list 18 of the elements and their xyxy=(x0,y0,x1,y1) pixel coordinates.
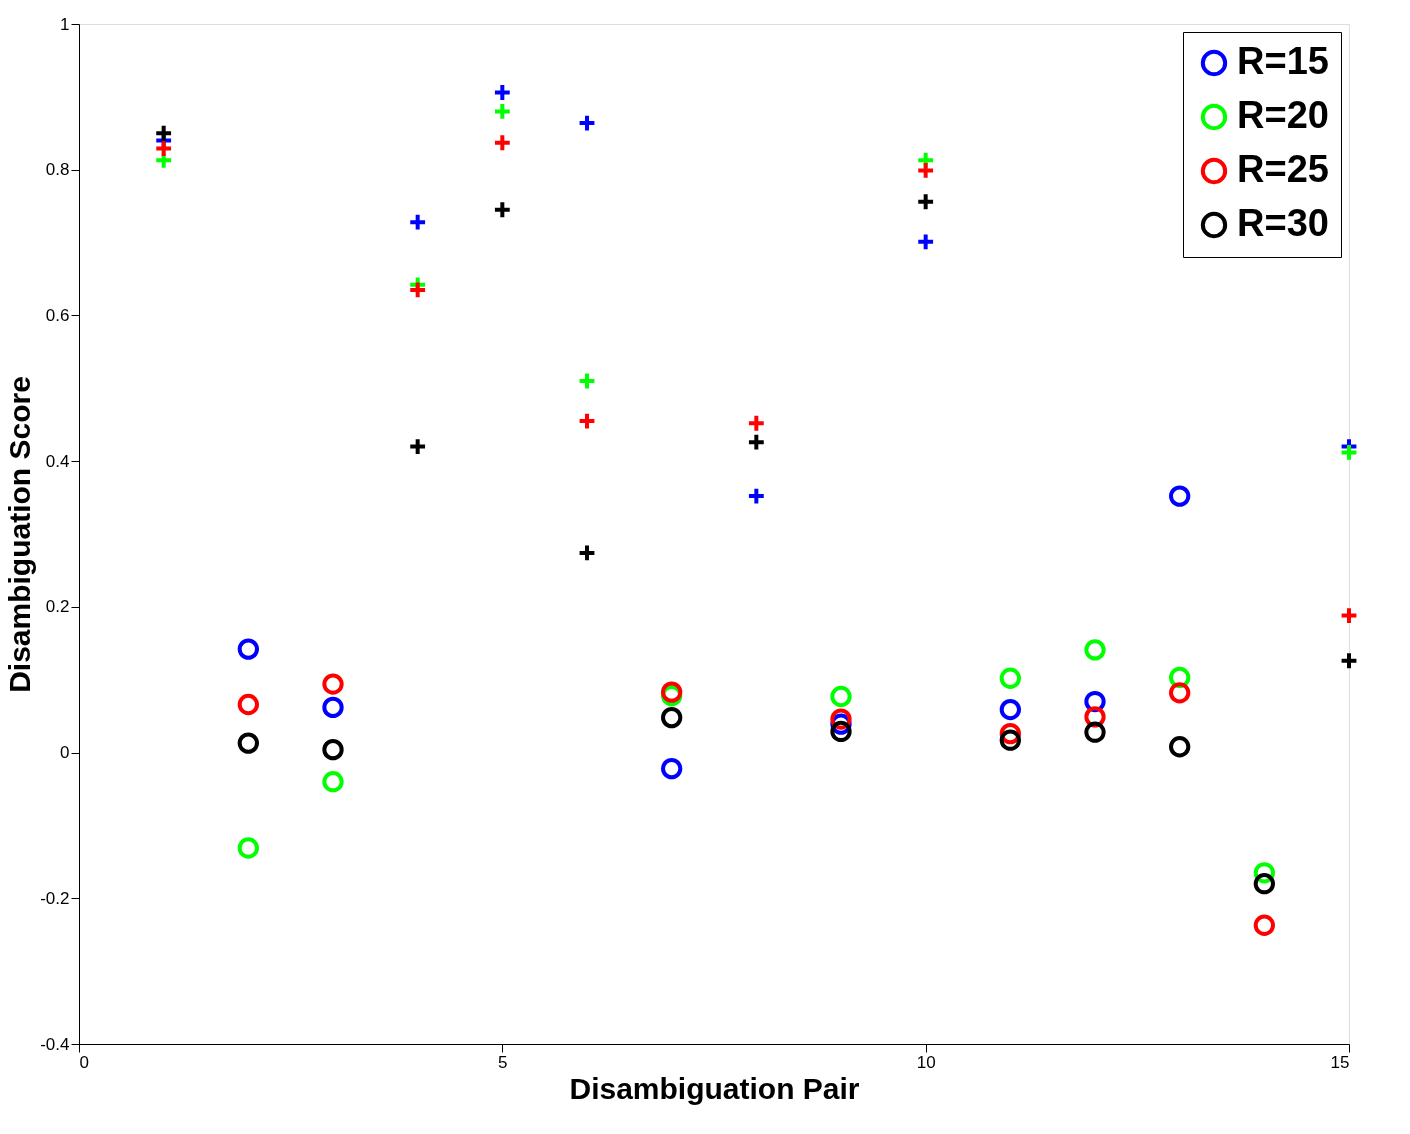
y-axis-title: Disambiguation Score xyxy=(3,376,37,693)
legend-label: R=20 xyxy=(1237,94,1329,136)
y-tick-label: 0.6 xyxy=(45,305,70,325)
y-tick-label: 0.2 xyxy=(45,597,70,617)
legend-label: R=15 xyxy=(1237,40,1329,82)
y-tick-label: -0.4 xyxy=(40,1034,70,1054)
legend-label: R=30 xyxy=(1237,202,1329,244)
y-tick-label: 0.4 xyxy=(45,451,70,471)
y-tick-label: -0.2 xyxy=(40,888,70,908)
y-tick-label: 0 xyxy=(60,743,70,763)
x-tick-label: 5 xyxy=(498,1052,508,1072)
legend-label: R=25 xyxy=(1237,148,1329,190)
x-tick-label: 15 xyxy=(1330,1052,1350,1072)
x-tick-label: 10 xyxy=(916,1052,936,1072)
x-tick-label: 0 xyxy=(79,1052,89,1072)
x-axis-title: Disambiguation Pair xyxy=(569,1071,860,1105)
y-tick-label: 1 xyxy=(60,14,70,34)
y-tick-label: 0.8 xyxy=(45,160,70,180)
